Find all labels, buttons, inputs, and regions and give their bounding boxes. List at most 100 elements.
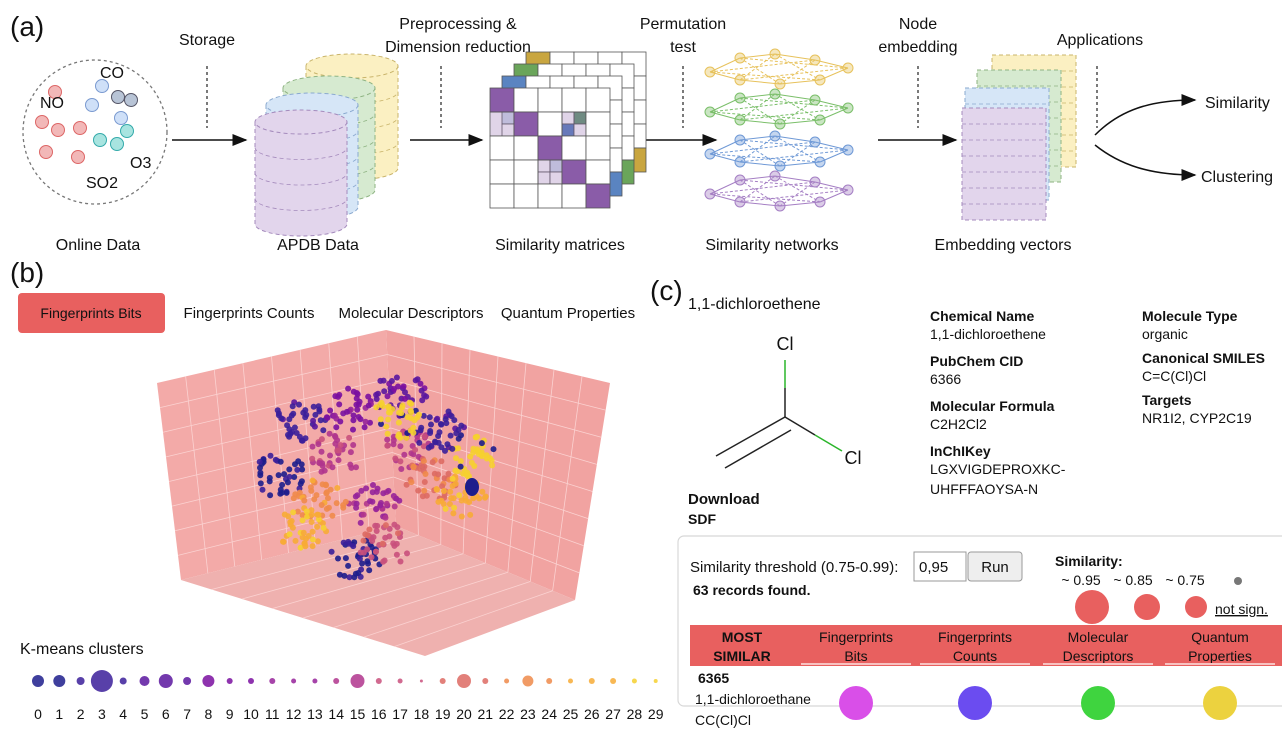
cluster-label: 7 xyxy=(183,706,191,722)
field-value: 1,1-dichloroethene xyxy=(930,326,1046,342)
scatter-point xyxy=(451,417,457,423)
scatter-point xyxy=(463,471,469,477)
scatter-point xyxy=(375,391,381,397)
gas-molecule xyxy=(86,99,99,112)
scatter-point xyxy=(390,540,396,546)
scatter-point xyxy=(422,434,428,440)
similarity-swatch xyxy=(1134,594,1160,620)
bond xyxy=(785,417,815,435)
download-label: Download xyxy=(688,491,760,508)
scatter-point xyxy=(367,498,373,504)
matrix-cell xyxy=(490,184,514,208)
matrix-cell xyxy=(538,136,562,160)
field-value: UHFFFAOYSA-N xyxy=(930,481,1038,497)
scatter-point xyxy=(350,543,356,549)
field-value: NR1I2, CYP2C19 xyxy=(1142,410,1252,426)
scatter-point xyxy=(310,543,316,549)
scatter-point xyxy=(337,419,343,425)
scatter-point xyxy=(415,376,421,382)
download-link[interactable]: SDF xyxy=(688,511,716,527)
tab-label[interactable]: Quantum Properties xyxy=(501,305,635,322)
bond xyxy=(815,435,842,451)
tab-label[interactable]: Fingerprints Counts xyxy=(184,305,315,322)
cluster-swatch xyxy=(32,675,44,687)
scatter-point xyxy=(284,422,290,428)
scatter-point xyxy=(424,493,430,499)
scatter-point xyxy=(380,490,386,496)
cluster-swatch xyxy=(398,679,403,684)
scatter-point xyxy=(355,570,361,576)
scatter-point xyxy=(408,428,414,434)
scatter-point xyxy=(385,417,391,423)
tab-label[interactable]: Fingerprints Bits xyxy=(40,305,141,321)
scatter-point xyxy=(328,487,334,493)
cluster-label: 29 xyxy=(648,706,664,722)
scatter-point xyxy=(298,481,304,487)
cylinder xyxy=(255,122,347,236)
network-node xyxy=(775,161,785,171)
scatter-point xyxy=(278,487,284,493)
cluster-swatch xyxy=(120,678,127,685)
network-edge xyxy=(780,120,820,124)
scatter-point xyxy=(369,538,375,544)
scatter-point xyxy=(301,498,307,504)
gas-label: NO xyxy=(40,95,64,112)
scatter-point xyxy=(299,438,305,444)
table-header-label: Fingerprints xyxy=(819,629,893,645)
table-header-label: Descriptors xyxy=(1063,648,1134,664)
field-label: Molecular Formula xyxy=(930,398,1055,414)
network-edge xyxy=(780,202,820,206)
scatter-point xyxy=(470,446,476,452)
scatter-point xyxy=(341,573,347,579)
scatter-point xyxy=(386,488,392,494)
transition-label: Node xyxy=(899,16,937,33)
scatter-point xyxy=(384,443,390,449)
scatter-point xyxy=(408,408,414,414)
scatter-point xyxy=(309,456,315,462)
scatter-point xyxy=(257,470,263,476)
cluster-label: 5 xyxy=(141,706,149,722)
molecule-name: 1,1-dichloroethene xyxy=(688,296,821,313)
result-similarity xyxy=(958,686,992,720)
scatter-point xyxy=(310,478,316,484)
step-label: APDB Data xyxy=(277,237,359,254)
matrix-cell xyxy=(562,88,586,112)
cluster-label: 4 xyxy=(119,706,127,722)
scatter-point xyxy=(296,402,302,408)
scatter-point xyxy=(366,403,372,409)
table-header-label: Bits xyxy=(844,648,867,664)
tab-label[interactable]: Molecular Descriptors xyxy=(338,305,483,322)
scatter-point xyxy=(438,444,444,450)
cluster-swatch xyxy=(53,675,65,687)
cluster-label: 12 xyxy=(286,706,302,722)
cluster-label: 17 xyxy=(392,706,408,722)
scatter-point xyxy=(385,393,391,399)
matrix-cell xyxy=(490,88,514,112)
scatter-point xyxy=(278,459,284,465)
result-cid[interactable]: 6365 xyxy=(698,670,729,686)
scatter-point xyxy=(350,427,356,433)
field-value: C=C(Cl)Cl xyxy=(1142,368,1206,384)
network-node xyxy=(815,115,825,125)
scatter-point xyxy=(402,396,408,402)
scatter-point xyxy=(383,515,389,521)
scatter-point xyxy=(384,437,390,443)
scatter-point xyxy=(324,414,330,420)
scatter-point xyxy=(291,495,297,501)
scatter-point xyxy=(392,456,398,462)
cluster-swatch xyxy=(227,678,233,684)
scatter-point xyxy=(398,466,404,472)
threshold-value[interactable]: 0,95 xyxy=(919,559,948,576)
scatter-point xyxy=(299,461,305,467)
cluster-label: 25 xyxy=(563,706,579,722)
scatter-point xyxy=(394,375,400,381)
scatter-point xyxy=(383,522,389,528)
run-button-label[interactable]: Run xyxy=(981,559,1009,576)
cluster-label: 6 xyxy=(162,706,170,722)
scatter-point xyxy=(377,378,383,384)
cluster-swatch xyxy=(91,670,113,692)
table-header-label: Fingerprints xyxy=(938,629,1012,645)
scatter-point xyxy=(344,409,350,415)
atom-label: Cl xyxy=(777,334,794,354)
field-value: 6366 xyxy=(930,371,961,387)
